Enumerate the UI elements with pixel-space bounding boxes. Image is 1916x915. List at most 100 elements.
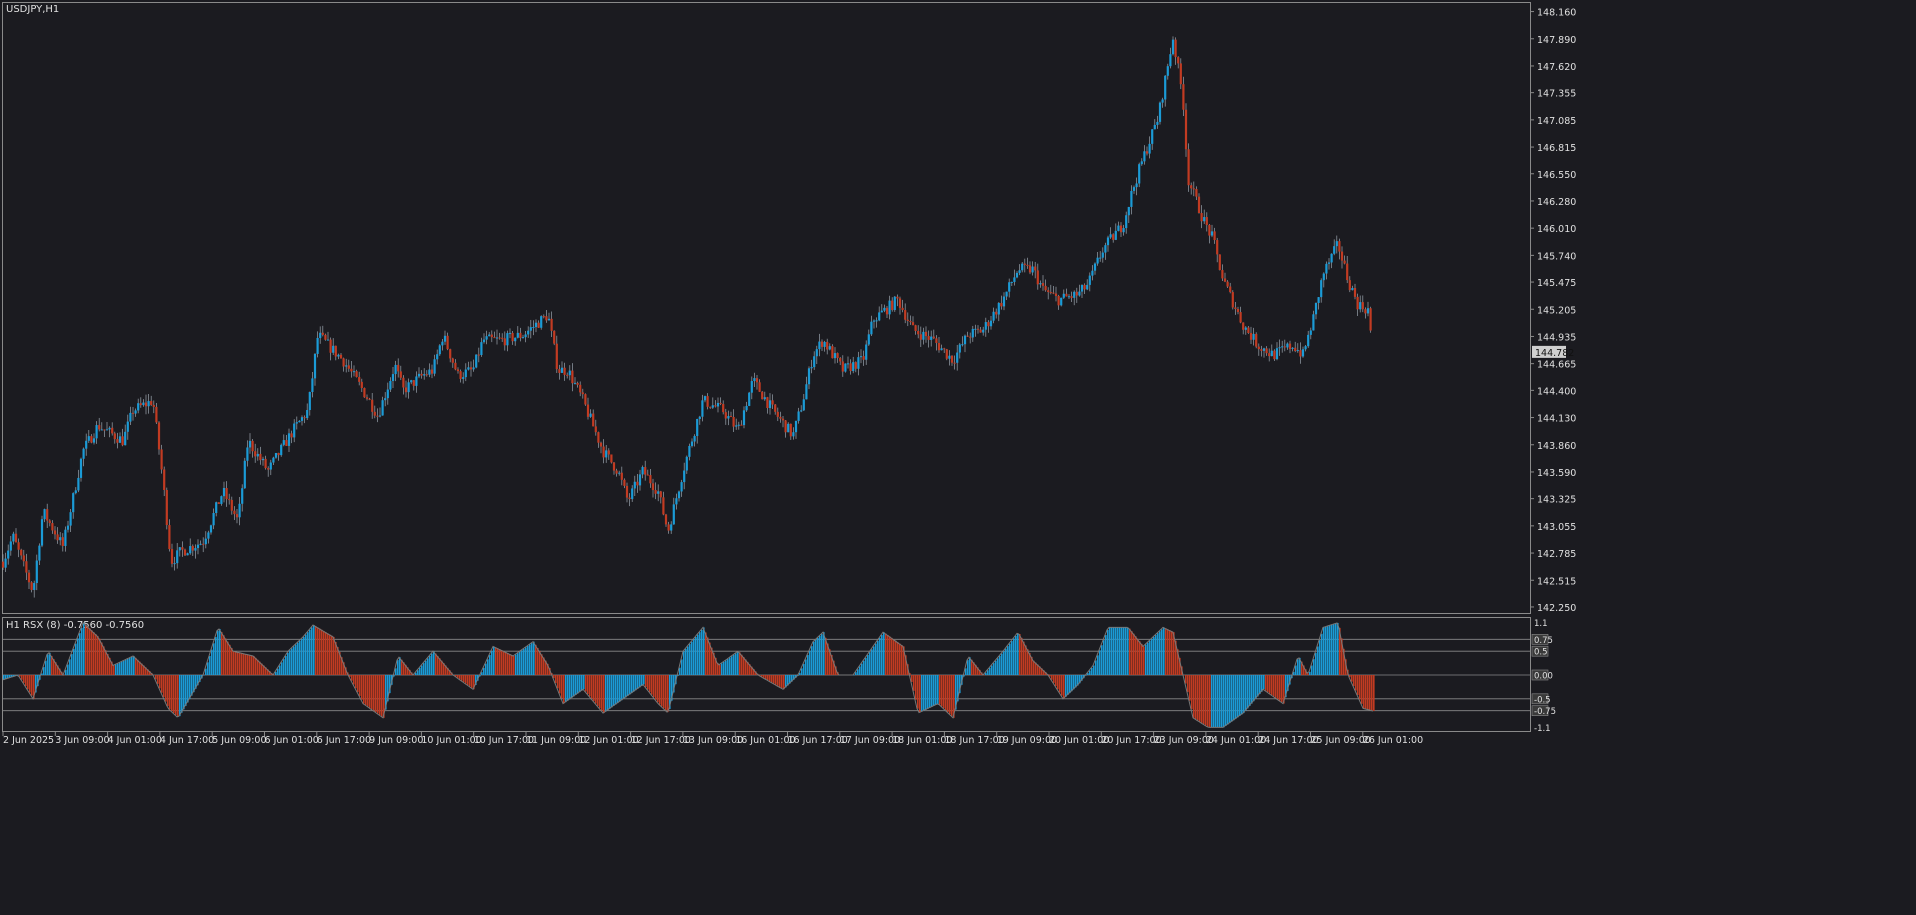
rsx-bar [123, 660, 125, 675]
rsx-bar [511, 655, 513, 675]
rsx-bar [253, 655, 255, 675]
rsx-bar [879, 637, 881, 675]
time-tick-label: 26 Jun 01:00 [1363, 735, 1423, 746]
rsx-bar [573, 675, 575, 697]
candle-body [683, 470, 686, 483]
rsx-bar [1017, 633, 1019, 675]
rsx-bar [1209, 675, 1211, 728]
candle-body [339, 354, 343, 359]
rsx-bar [601, 675, 603, 711]
rsx-bar [569, 675, 571, 700]
candle-body [820, 341, 824, 347]
rsx-bar [19, 675, 21, 677]
candle-body [888, 300, 891, 315]
rsx-bar [1011, 641, 1013, 675]
rsx-bar [1271, 675, 1273, 695]
rsx-bar [1021, 637, 1023, 675]
rsx-bar [175, 675, 177, 715]
rsx-bar [1173, 632, 1175, 675]
rsx-bar [913, 675, 915, 691]
candle-body [948, 355, 951, 359]
candle-body [311, 378, 314, 393]
candle-body [997, 302, 1000, 315]
candle-body [1223, 278, 1227, 282]
candle-body [898, 298, 902, 308]
rsx-bar [923, 675, 925, 711]
candle-body [43, 509, 46, 520]
rsx-bar [1101, 645, 1103, 675]
candle-body [709, 406, 712, 408]
candle-body [425, 374, 428, 376]
rsx-bar [891, 637, 893, 675]
candle-body [1078, 291, 1081, 296]
rsx-bar [155, 675, 157, 680]
rsx-bar [787, 675, 789, 686]
price-tick-label: 143.055 [1537, 522, 1576, 533]
candle-body [1247, 327, 1250, 334]
candle-body [1304, 346, 1307, 350]
rsx-bar [435, 653, 437, 675]
rsx-level-box [1531, 645, 1549, 657]
candle-body [628, 497, 631, 500]
rsx-bar [335, 641, 337, 675]
candle-body [1093, 263, 1097, 271]
rsx-bar [489, 655, 491, 675]
candle-body [1330, 253, 1333, 263]
rsx-bar [209, 655, 211, 675]
rsx-bar [727, 659, 729, 675]
rsx-bar [605, 675, 607, 712]
time-tick-label: 5 Jun 09:00 [212, 735, 266, 746]
rsx-bar [1361, 675, 1363, 704]
candle-body [589, 413, 592, 417]
candle-body [792, 432, 795, 437]
rsx-bar [149, 671, 151, 675]
rsx-bar [3, 675, 5, 680]
candle-body [495, 337, 499, 339]
rsx-bar [1251, 675, 1253, 704]
rsx-bar [741, 654, 743, 675]
candle-body [126, 421, 129, 432]
rsx-bar [651, 675, 653, 695]
candle-body [137, 403, 140, 411]
price-pane[interactable] [2, 2, 1531, 614]
candle-body [1291, 347, 1294, 349]
rsx-bar [471, 675, 473, 688]
rsx-bar [1143, 646, 1145, 675]
candle-body [378, 415, 382, 417]
rsx-bar [881, 635, 883, 675]
candle-body [59, 537, 62, 541]
rsx-bar [1123, 627, 1125, 675]
rsx-bar [927, 675, 929, 709]
rsx-bar [1247, 675, 1249, 709]
rsx-bar [1313, 659, 1315, 675]
rsx-bar [975, 664, 977, 675]
rsx-bar [187, 675, 189, 703]
rsx-bar [449, 670, 451, 675]
candle-body [638, 474, 642, 486]
rsx-bar [633, 675, 635, 692]
rsx-bar [157, 675, 159, 684]
candle-body [485, 336, 488, 340]
rsx-bar [1243, 675, 1245, 714]
candle-body [1226, 281, 1229, 287]
candle-body [930, 336, 933, 340]
rsx-bar [95, 634, 97, 675]
candle-body [207, 532, 210, 539]
candle-body [844, 363, 847, 372]
rsx-bar [45, 660, 47, 675]
rsx-bar [387, 675, 389, 702]
rsx-bar [535, 644, 537, 675]
rsx-bar [553, 675, 555, 679]
rsx-bar [1341, 638, 1343, 675]
candle-body [420, 373, 423, 376]
rsx-bar [1289, 675, 1291, 685]
rsx-bar [781, 675, 783, 689]
candle-body [1335, 241, 1338, 247]
rsx-bar [1031, 656, 1033, 675]
rsx-bar [815, 639, 817, 675]
candle-body [402, 377, 405, 388]
candle-body [560, 367, 564, 373]
indicator-pane[interactable] [2, 617, 1531, 732]
